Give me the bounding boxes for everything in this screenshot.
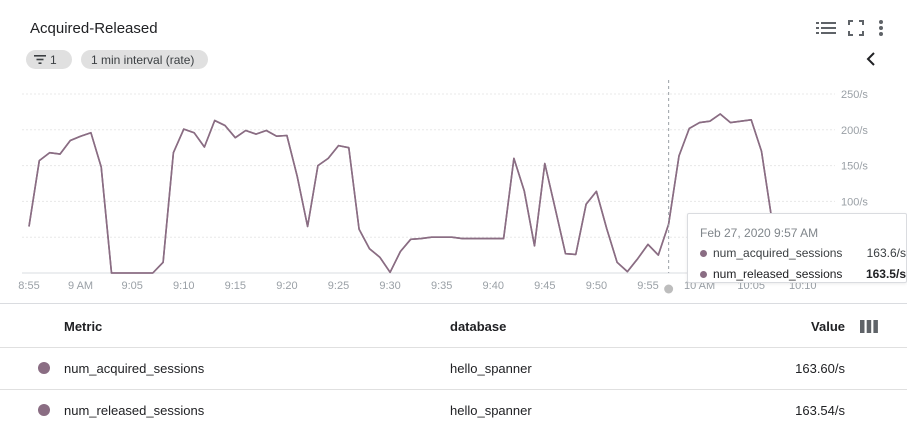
x-tick-label: 9:10 bbox=[173, 280, 194, 292]
chevron-left-icon[interactable] bbox=[860, 48, 882, 70]
filter-icon bbox=[34, 53, 46, 67]
legend-list-icon[interactable] bbox=[815, 17, 837, 39]
series-color-dot bbox=[38, 362, 50, 374]
tooltip-row: num_acquired_sessions 163.6/s bbox=[700, 246, 906, 260]
fullscreen-icon[interactable] bbox=[845, 17, 867, 39]
column-header-metric[interactable]: Metric bbox=[64, 319, 102, 334]
x-tick-label: 9:45 bbox=[534, 280, 555, 292]
table-row[interactable]: num_acquired_sessions hello_spanner 163.… bbox=[0, 347, 907, 389]
y-tick-label: 150/s bbox=[841, 161, 868, 173]
tooltip-series-value: 163.6/s bbox=[867, 246, 906, 260]
x-tick-label: 9:25 bbox=[328, 280, 349, 292]
x-tick-label: 9:55 bbox=[637, 280, 658, 292]
series-color-dot bbox=[38, 404, 50, 416]
tooltip-series-name: num_acquired_sessions bbox=[713, 246, 867, 260]
hover-tooltip: Feb 27, 2020 9:57 AM num_acquired_sessio… bbox=[687, 213, 907, 283]
x-tick-label: 9:20 bbox=[276, 280, 297, 292]
hover-cursor-handle bbox=[664, 285, 673, 294]
more-vert-icon[interactable] bbox=[870, 17, 892, 39]
tooltip-series-name: num_released_sessions bbox=[713, 267, 866, 281]
table-header: Metric database Value bbox=[0, 303, 907, 347]
tooltip-series-value: 163.5/s bbox=[866, 267, 906, 281]
metric-value: 163.54/s bbox=[745, 403, 845, 418]
database-name: hello_spanner bbox=[450, 403, 532, 418]
x-tick-label: 9:40 bbox=[483, 280, 504, 292]
columns-icon[interactable] bbox=[860, 320, 878, 338]
x-tick-label: 9:35 bbox=[431, 280, 452, 292]
y-tick-label: 200/s bbox=[841, 125, 868, 137]
y-tick-label: 250/s bbox=[841, 89, 868, 101]
x-tick-label: 9:15 bbox=[225, 280, 246, 292]
series-swatch bbox=[700, 271, 707, 278]
column-header-database[interactable]: database bbox=[450, 319, 506, 334]
x-tick-label: 8:55 bbox=[18, 280, 39, 292]
series-line-num_acquired_sessions bbox=[29, 114, 772, 273]
tooltip-time: Feb 27, 2020 9:57 AM bbox=[700, 226, 818, 240]
x-tick-label: 9:50 bbox=[586, 280, 607, 292]
tooltip-row: num_released_sessions 163.5/s bbox=[700, 267, 906, 281]
metric-name: num_released_sessions bbox=[64, 403, 204, 418]
table-row[interactable]: num_released_sessions hello_spanner 163.… bbox=[0, 389, 907, 431]
x-tick-label: 9:05 bbox=[121, 280, 142, 292]
metric-name: num_acquired_sessions bbox=[64, 361, 204, 376]
x-tick-label: 9 AM bbox=[68, 280, 93, 292]
y-tick-label: 100/s bbox=[841, 196, 868, 208]
metric-value: 163.60/s bbox=[745, 361, 845, 376]
filter-chip[interactable]: 1 bbox=[26, 50, 72, 69]
x-tick-label: 9:30 bbox=[379, 280, 400, 292]
column-header-value[interactable]: Value bbox=[780, 319, 845, 334]
filter-count: 1 bbox=[50, 53, 57, 67]
interval-chip[interactable]: 1 min interval (rate) bbox=[81, 50, 208, 69]
database-name: hello_spanner bbox=[450, 361, 532, 376]
series-swatch bbox=[700, 250, 707, 257]
chart-title: Acquired-Released bbox=[30, 20, 158, 37]
